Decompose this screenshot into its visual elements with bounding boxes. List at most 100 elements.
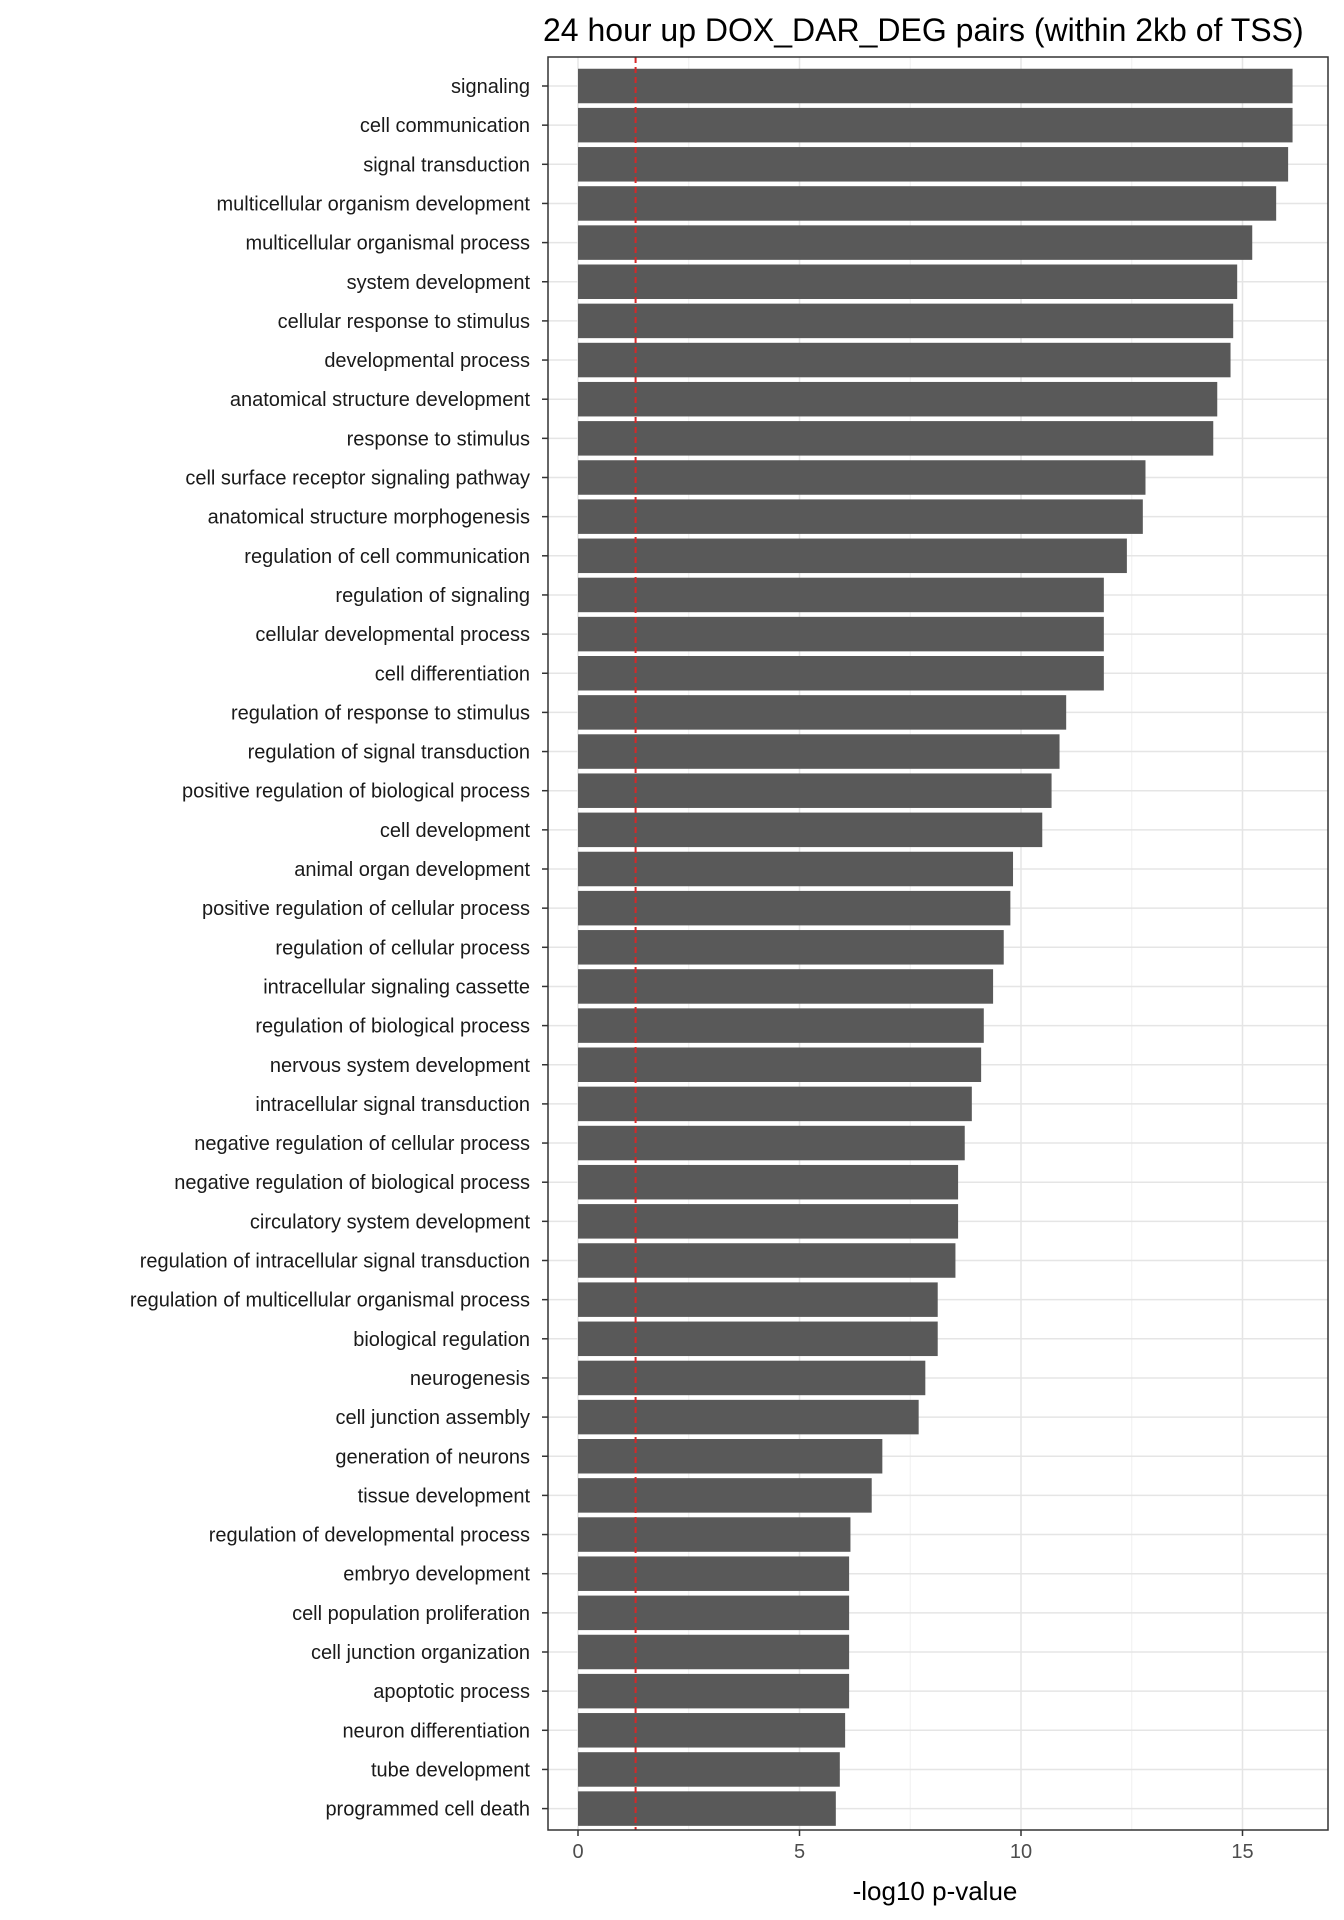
category-label: cell differentiation: [375, 663, 530, 685]
category-label: regulation of developmental process: [209, 1525, 530, 1547]
bars: [578, 68, 1293, 1826]
x-axis-ticks: 0 5 10 15: [572, 1830, 1254, 1863]
bar: [578, 1517, 851, 1552]
bar: [578, 1360, 926, 1396]
category-label: cell junction organization: [311, 1642, 530, 1664]
category-label: system development: [347, 272, 531, 294]
category-label: regulation of response to stimulus: [231, 702, 530, 724]
category-label: regulation of multicellular organismal p…: [130, 1290, 530, 1312]
bar: [578, 773, 1052, 808]
bar: [578, 1321, 938, 1357]
category-label: programmed cell death: [325, 1799, 530, 1821]
bar: [578, 890, 1011, 926]
category-label: cell population proliferation: [292, 1603, 530, 1625]
category-label: signal transduction: [363, 154, 530, 176]
bar: [578, 68, 1293, 104]
bar: [578, 1752, 840, 1787]
category-label: developmental process: [324, 350, 530, 372]
category-label: regulation of signaling: [335, 585, 530, 607]
category-label: positive regulation of biological proces…: [182, 781, 530, 803]
bar: [578, 1047, 982, 1082]
x-axis-title: -log10 p-value: [853, 1876, 1018, 1906]
category-label: intracellular signaling cassette: [263, 976, 530, 998]
category-label: circulatory system development: [250, 1211, 531, 1233]
bar: [578, 1086, 972, 1122]
bar: [578, 107, 1293, 143]
category-label: tissue development: [358, 1485, 531, 1507]
bar: [578, 969, 994, 1004]
bar: [578, 1008, 984, 1043]
bar: [578, 1478, 872, 1513]
y-axis-labels: signaling cell communication signal transd…: [130, 76, 548, 1821]
x-tick-label: 15: [1231, 1841, 1253, 1863]
bar: [578, 421, 1214, 456]
category-label: cell surface receptor signaling pathway: [185, 468, 530, 490]
bar: [578, 1243, 956, 1278]
bar: [578, 1556, 850, 1591]
x-tick-label: 0: [572, 1841, 583, 1863]
category-label: response to stimulus: [347, 428, 530, 450]
category-label: cellular developmental process: [255, 624, 530, 646]
x-tick-label: 5: [794, 1841, 805, 1863]
category-label: intracellular signal transduction: [255, 1094, 530, 1116]
bar: [578, 342, 1231, 378]
category-label: anatomical structure development: [230, 389, 531, 411]
category-label: multicellular organism development: [217, 193, 531, 215]
bar: [578, 499, 1143, 534]
bar: [578, 1439, 883, 1474]
category-label: regulation of cell communication: [244, 546, 530, 568]
bar: [578, 1634, 850, 1670]
bar: [578, 656, 1104, 691]
category-label: generation of neurons: [335, 1446, 530, 1468]
category-label: embryo development: [343, 1564, 530, 1586]
bar: [578, 538, 1127, 574]
category-label: negative regulation of biological proces…: [174, 1172, 530, 1194]
bar: [578, 303, 1234, 339]
category-label: cell communication: [360, 115, 530, 137]
bar: [578, 930, 1004, 965]
bar: [578, 851, 1014, 887]
category-label: tube development: [371, 1759, 530, 1781]
category-label: animal organ development: [294, 859, 530, 881]
bar: [578, 1399, 919, 1435]
category-label: regulation of biological process: [255, 1016, 530, 1038]
bar: [578, 225, 1253, 260]
chart-title: 24 hour up DOX_DAR_DEG pairs (within 2kb…: [543, 12, 1304, 48]
bar: [578, 812, 1043, 848]
bar: [578, 1791, 836, 1826]
bar: [578, 1282, 938, 1317]
category-label: regulation of cellular process: [275, 937, 530, 959]
bar: [578, 264, 1238, 299]
category-label: neuron differentiation: [342, 1720, 530, 1742]
category-label: regulation of intracellular signal trans…: [140, 1251, 530, 1273]
category-label: multicellular organismal process: [245, 233, 530, 255]
category-label: positive regulation of cellular process: [202, 898, 530, 920]
bar: [578, 1673, 850, 1709]
bar: [578, 1713, 846, 1748]
category-label: apoptotic process: [373, 1681, 530, 1703]
x-tick-label: 10: [1010, 1841, 1032, 1863]
bar: [578, 1164, 959, 1200]
bar: [578, 460, 1146, 495]
bar: [578, 734, 1060, 769]
category-label: signaling: [451, 76, 530, 98]
bar: [578, 695, 1067, 730]
category-label: cell development: [380, 820, 531, 842]
bar: [578, 1595, 850, 1631]
category-label: regulation of signal transduction: [248, 742, 530, 764]
category-label: anatomical structure morphogenesis: [208, 507, 530, 529]
category-label: neurogenesis: [410, 1368, 530, 1390]
bar: [578, 1125, 965, 1161]
bar: [578, 186, 1277, 221]
bar: [578, 616, 1104, 652]
category-label: negative regulation of cellular process: [194, 1133, 530, 1155]
category-label: cellular response to stimulus: [278, 311, 530, 333]
bar: [578, 381, 1218, 417]
category-label: cell junction assembly: [335, 1407, 530, 1429]
bar: [578, 147, 1289, 182]
category-label: nervous system development: [270, 1055, 531, 1077]
bar: [578, 577, 1104, 613]
plot-border: [547, 56, 1329, 1831]
category-label: biological regulation: [353, 1329, 530, 1351]
